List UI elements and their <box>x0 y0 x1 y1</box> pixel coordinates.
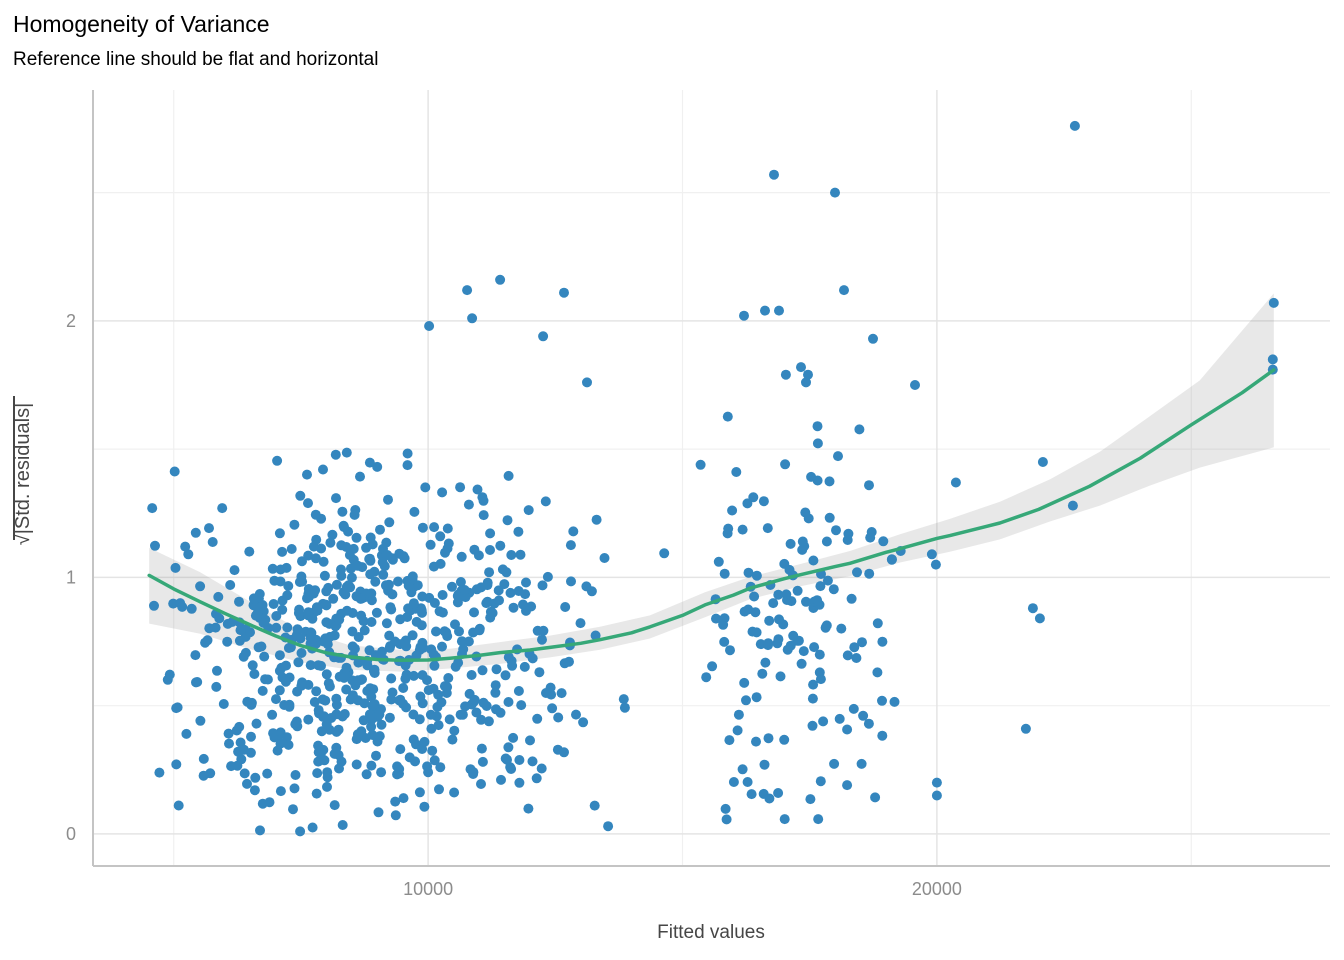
grid-minor <box>93 90 1330 866</box>
smooth-line <box>147 368 1276 663</box>
y-tick-label: 1 <box>66 567 76 587</box>
x-axis-title: Fitted values <box>657 922 765 943</box>
plot-title: Homogeneity of Variance <box>13 11 270 37</box>
plot-subtitle: Reference line should be flat and horizo… <box>13 49 379 70</box>
scatter-points <box>147 120 1279 837</box>
y-tick-label: 2 <box>66 311 76 331</box>
y-axis-title: √|Std. residuals| <box>12 396 34 545</box>
x-tick-label: 10000 <box>403 879 453 899</box>
y-tick-label: 0 <box>66 824 76 844</box>
axis-lines <box>92 90 1330 867</box>
tick-labels: 0 1 2 10000 20000 <box>66 311 962 899</box>
confidence-ribbon <box>149 293 1274 672</box>
y-axis-title-text: √|Std. residuals| <box>12 403 34 546</box>
x-tick-label: 20000 <box>912 879 962 899</box>
